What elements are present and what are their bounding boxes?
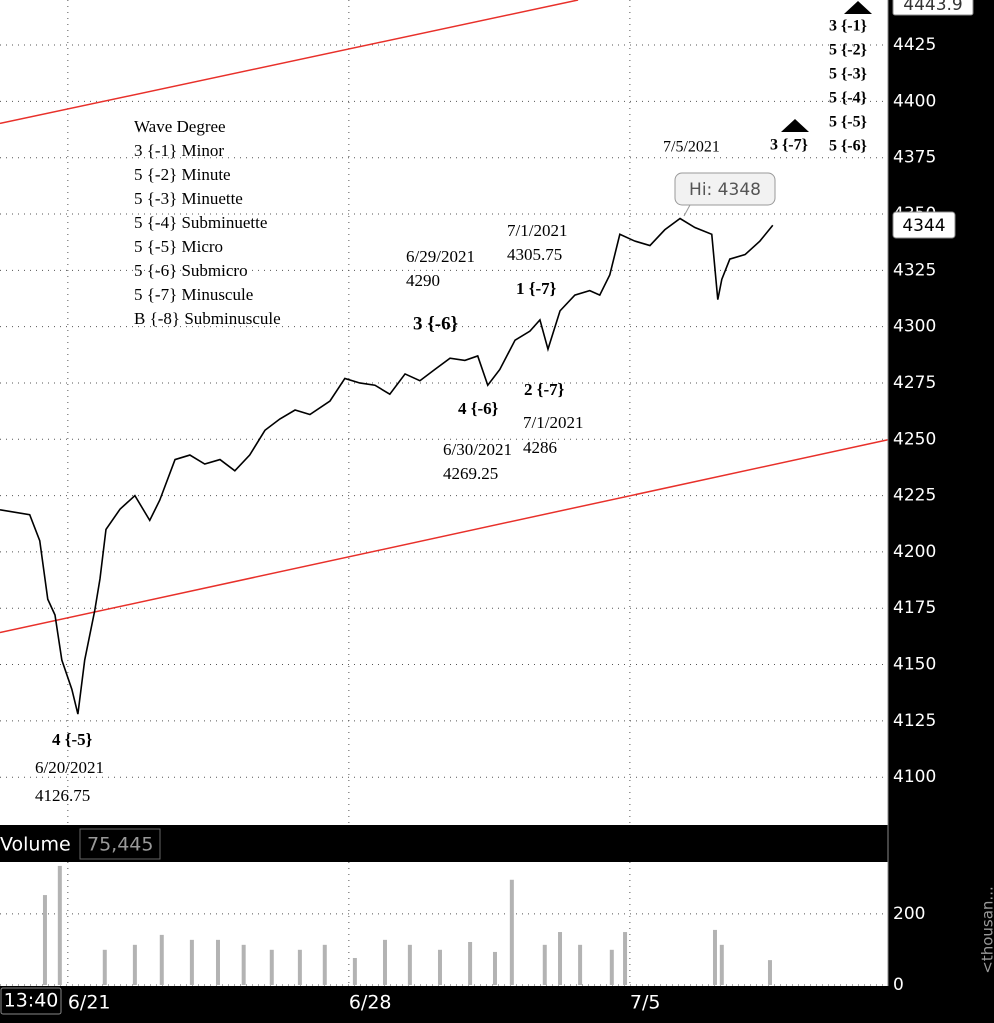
annotation: 3 {-6} <box>413 313 458 334</box>
degree-label: 5 {-3} <box>829 66 867 83</box>
annotation: 4 {-5} <box>52 730 93 749</box>
annotation: 4286 <box>523 438 557 457</box>
volume-title: Volume <box>0 834 71 856</box>
price-box <box>892 211 956 239</box>
volume-bar <box>159 934 164 985</box>
annotation: 4290 <box>406 271 440 290</box>
y-tick-label: 4225 <box>893 486 936 506</box>
x-tick-label: 6/21 <box>68 992 111 1014</box>
annotation: 7/5/2021 <box>663 139 720 156</box>
annotation: 2 {-7} <box>524 380 565 399</box>
annotation: 4 {-6} <box>458 399 499 418</box>
y-tick-label: 4200 <box>893 542 936 562</box>
volume-bar <box>269 949 274 985</box>
annotation: 4126.75 <box>35 786 90 805</box>
high-callout <box>674 172 776 206</box>
trend-line <box>0 439 889 634</box>
price-line <box>0 217 774 715</box>
volume-bar <box>42 895 47 985</box>
degree-label: 5 {-6} <box>829 138 867 155</box>
high-label: Hi: 4348 <box>689 180 761 200</box>
volume-bar <box>437 949 442 985</box>
volume-bar <box>719 944 724 985</box>
volume-bar <box>767 960 772 985</box>
volume-bar <box>382 939 387 985</box>
volume-bar <box>322 944 327 985</box>
volume-bar <box>102 949 107 985</box>
volume-bar <box>132 944 137 985</box>
legend-entry: 5 {-4} Subminuette <box>134 213 267 232</box>
price-panel <box>0 0 888 825</box>
y-tick-label: 4125 <box>893 711 936 731</box>
degree-label: 5 {-4} <box>829 90 867 107</box>
marker-triangle <box>844 1 872 14</box>
volume-bar <box>407 944 412 985</box>
volume-bar <box>241 944 246 985</box>
volume-bar <box>492 951 497 985</box>
volume-bar <box>215 939 220 985</box>
annotation: 6/30/2021 <box>443 440 512 459</box>
legend-entry: 5 {-2} Minute <box>134 165 231 184</box>
y-tick-label: 4175 <box>893 598 936 618</box>
y-tick-label: 200 <box>893 904 925 924</box>
degree-label: 5 {-5} <box>829 114 867 131</box>
degree-label: 3 {-1} <box>829 18 867 35</box>
marker-triangle <box>781 119 809 132</box>
x-tick-label: 6/28 <box>349 992 392 1014</box>
legend-entry: 5 {-6} Submicro <box>134 261 248 280</box>
volume-bar <box>352 957 357 985</box>
volume-last: 75,445 <box>87 834 153 856</box>
volume-bar <box>558 932 563 985</box>
last-price: 4344 <box>902 216 945 236</box>
y-tick-label: 4300 <box>893 317 936 337</box>
volume-bar <box>712 929 717 985</box>
annotation: 4305.75 <box>507 245 562 264</box>
x-tick-label: 7/5 <box>630 992 661 1014</box>
volume-bar <box>623 932 628 985</box>
y-tick-label: 0 <box>893 975 904 995</box>
legend-entry: 5 {-3} Minuette <box>134 189 243 208</box>
volume-panel <box>0 862 888 986</box>
y-tick-label: 4250 <box>893 429 936 449</box>
volume-bar <box>297 949 302 985</box>
legend-entry: 5 {-5} Micro <box>134 237 223 256</box>
annotation: 3 {-7} <box>770 137 808 154</box>
top-price: 4443.9 <box>903 0 962 15</box>
y-tick-label: 4325 <box>893 260 936 280</box>
legend-entry: B {-8} Subminuscule <box>134 309 281 328</box>
annotation: 7/1/2021 <box>507 221 567 240</box>
degree-label: 5 {-2} <box>829 42 867 59</box>
y-tick-label: 4425 <box>893 35 936 55</box>
y-tick-label: 4275 <box>893 373 936 393</box>
volume-unit: <thousan... <box>979 886 994 973</box>
y-tick-label: 4400 <box>893 91 936 111</box>
annotation: 1 {-7} <box>516 279 557 298</box>
volume-bar <box>578 944 583 985</box>
volume-bar <box>468 941 473 985</box>
volume-bar <box>57 865 62 985</box>
volume-box <box>79 828 161 860</box>
legend-entry: 5 {-7} Minuscule <box>134 285 253 304</box>
y-tick-label: 4150 <box>893 655 936 675</box>
annotation: 4269.25 <box>443 464 498 483</box>
callout-pointer <box>683 204 691 217</box>
volume-bar <box>542 944 547 985</box>
time-label: 13:40 <box>4 990 59 1012</box>
volume-bar <box>509 879 514 985</box>
y-tick-label: 4100 <box>893 767 936 787</box>
annotation: 7/1/2021 <box>523 413 583 432</box>
y-tick-label: 4375 <box>893 148 936 168</box>
legend-title: Wave Degree <box>134 117 226 136</box>
annotation: 6/20/2021 <box>35 758 104 777</box>
annotation: 6/29/2021 <box>406 247 475 266</box>
volume-bar <box>189 939 194 985</box>
trend-line <box>0 0 579 125</box>
price-box <box>892 0 974 16</box>
volume-bar <box>609 949 614 985</box>
time-box <box>0 987 62 1015</box>
legend-entry: 3 {-1} Minor <box>134 141 224 160</box>
